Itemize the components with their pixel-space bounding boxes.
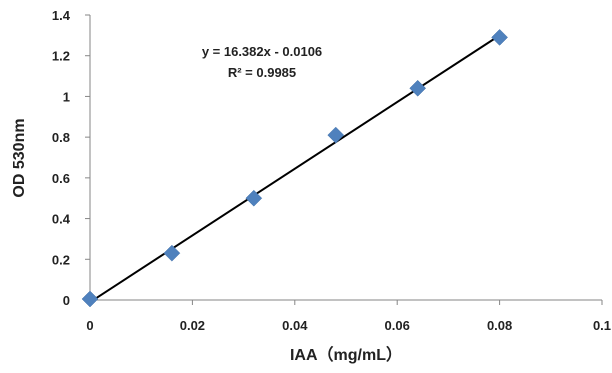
y-tick-label: 0.4: [52, 212, 71, 227]
y-axis-title: OD 530nm: [11, 118, 28, 197]
axes: [89, 15, 602, 301]
x-tick-label: 0.06: [385, 318, 410, 333]
y-tick-label: 1.4: [52, 8, 71, 23]
x-tick-label: 0.02: [180, 318, 205, 333]
y-tick-label: 0: [63, 293, 70, 308]
y-tick-label: 1: [63, 89, 70, 104]
data-point: [245, 189, 263, 207]
x-tick-label: 0: [86, 318, 93, 333]
x-tick-label: 0.1: [593, 318, 611, 333]
data-points: [81, 29, 508, 308]
data-point: [81, 290, 99, 308]
y-tick-label: 1.2: [52, 49, 70, 64]
data-point: [327, 126, 345, 144]
y-tick-label: 0.2: [52, 252, 70, 267]
ticks: 0 0.2 0.4 0.6 0.8 1 1.2 1.4 0 0.02 0.04 0.06 0.08 0.1: [52, 8, 611, 333]
trendline-group: [89, 34, 501, 303]
y-tick-label: 0.8: [52, 130, 70, 145]
r-squared-label: R² = 0.9985: [228, 65, 296, 80]
x-tick-label: 0.04: [282, 318, 308, 333]
y-tick-label: 0.6: [52, 171, 70, 186]
x-axis-title: IAA（mg/mL）: [290, 346, 402, 364]
data-point: [491, 29, 508, 46]
trendline-equation: y = 16.382x - 0.0106: [202, 44, 322, 59]
data-point: [163, 244, 181, 262]
x-tick-label: 0.08: [487, 318, 512, 333]
data-point: [409, 79, 427, 97]
trendline: [89, 34, 501, 303]
